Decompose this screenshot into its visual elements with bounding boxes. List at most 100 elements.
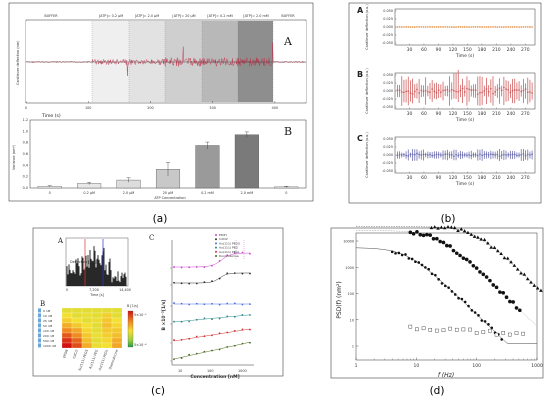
psd-point-triangle (479, 237, 483, 241)
legend-label: Au(111) PEGL (219, 250, 240, 254)
deflection-point (418, 26, 421, 28)
deflection-point (442, 89, 444, 92)
deflection-point (457, 26, 460, 28)
segment-label: BUFFER (44, 14, 58, 18)
deflection-point (489, 87, 492, 90)
psd-point-circle (441, 240, 446, 245)
psd-point-triangle (486, 241, 490, 245)
heatmap-col-label: EPON (62, 348, 69, 358)
curve-point (241, 328, 244, 331)
psd-point-circle (418, 232, 423, 237)
deflection-point (463, 91, 466, 93)
x-tick-label: 30 (407, 111, 413, 117)
deflection-point (459, 26, 462, 28)
heatmap-cell (61, 322, 73, 329)
caption-c: (c) (151, 385, 165, 397)
curve-point (195, 335, 198, 338)
deflection-point (485, 88, 488, 90)
legend-label: Au(111) PEG (219, 246, 239, 250)
category-label: 2.0 μM (123, 191, 135, 195)
heatmap-cell (91, 332, 103, 339)
psd-point-square (474, 331, 479, 335)
category-label: 0 (285, 191, 287, 195)
x-tick-label: 180 (478, 47, 487, 53)
deflection-point (431, 154, 434, 157)
x-tick-label: 0 (25, 106, 27, 110)
deflection-point (500, 89, 503, 92)
binding-curve (173, 314, 251, 323)
deflection-point (396, 154, 399, 157)
deflection-point (450, 26, 453, 28)
deflection-point (496, 26, 499, 29)
deflection-point (422, 26, 425, 28)
deflection-point (509, 153, 512, 156)
deflection-point (418, 91, 421, 94)
deflection-point (485, 153, 488, 156)
psd-point-square (461, 327, 466, 332)
x-tick-label: 180 (478, 111, 487, 117)
deflection-point (513, 88, 516, 91)
psd-point-triangle (525, 277, 530, 281)
deflection-point (439, 91, 442, 94)
deflection-point (466, 87, 468, 90)
deflection-point (461, 154, 464, 157)
psd-point-square (508, 332, 512, 337)
curve-point (233, 302, 236, 305)
psd-point-circle (424, 266, 427, 269)
y-tick-label: 100 (348, 292, 354, 296)
deflection-point (444, 153, 447, 156)
x-tick-label: 90 (436, 111, 442, 117)
colorbar-title: Β [1/s] (127, 304, 139, 308)
row-marker (38, 328, 41, 333)
deflection-point (522, 26, 525, 28)
heatmap-row-label: 500 nM (43, 339, 55, 343)
deflection-point (424, 26, 427, 28)
deflection-point (494, 90, 497, 93)
deflection-point (483, 26, 486, 28)
heatmap-cell (71, 317, 83, 324)
y-tick-label: 0.000 (383, 89, 393, 93)
psd-point-circle (430, 272, 434, 276)
panel-c-sublabel-B: B (40, 300, 45, 308)
deflection-point (526, 153, 529, 156)
psd-point-circle (417, 261, 421, 264)
row-marker (38, 338, 41, 343)
psd-point-circle (440, 282, 444, 285)
heatmap-cell (91, 337, 103, 344)
row-marker (38, 333, 41, 338)
deflection-point (422, 90, 425, 93)
subplot-xlabel: Time (s) (455, 53, 475, 59)
deflection-point (446, 26, 449, 28)
heatmap-cell (101, 342, 113, 349)
deflection-point (420, 154, 423, 156)
deflection-point (416, 26, 418, 28)
psd-point-circle (461, 256, 466, 260)
deflection-point (409, 153, 412, 156)
heatmap-cell (111, 327, 123, 334)
x-tick-label: 270 (521, 111, 530, 117)
row-marker (38, 343, 41, 348)
deflection-point (531, 26, 534, 28)
deflection-point (468, 26, 471, 28)
psd-point-circle (425, 232, 429, 237)
psd-point-triangle (442, 226, 447, 230)
psd-point-square (514, 331, 519, 335)
deflection-point (420, 89, 423, 92)
y-tick-label: 0.000 (383, 153, 393, 157)
heatmap-cell (71, 332, 83, 339)
psd-point-circle (494, 285, 499, 290)
legend-marker (215, 242, 217, 245)
deflection-point (470, 89, 473, 92)
legend-marker (215, 238, 217, 241)
psd-point-triangle (505, 256, 510, 260)
psd-point-circle (397, 251, 401, 255)
psd-point-circle (477, 314, 480, 317)
deflection-point (459, 89, 462, 92)
x-tick-label: 180 (478, 175, 487, 181)
deflection-point (483, 153, 486, 156)
psd-point-triangle (429, 225, 434, 230)
